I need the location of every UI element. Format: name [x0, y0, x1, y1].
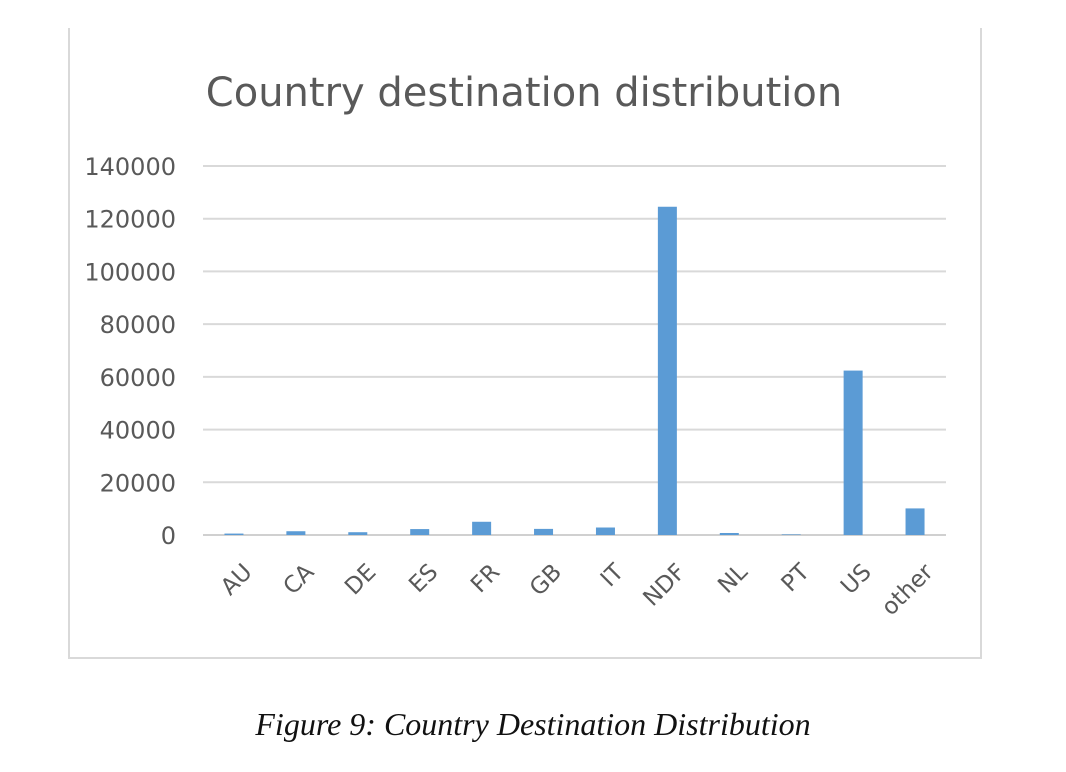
bar-it	[595, 527, 615, 535]
x-tick-label: NDF	[638, 559, 690, 611]
y-axis-tick-labels: 0 20000 40000 60000 80000 100000 120000 140000	[84, 153, 176, 550]
y-tick-label: 100000	[84, 258, 176, 286]
figure-caption: Figure 9: Country Destination Distributi…	[255, 706, 811, 742]
y-tick-label: 60000	[100, 364, 176, 392]
x-tick-label: DE	[340, 559, 381, 600]
x-tick-label: FR	[466, 559, 505, 598]
x-tick-label: ES	[404, 559, 443, 598]
y-tick-label: 80000	[100, 311, 176, 339]
bar-nl	[719, 532, 739, 535]
x-tick-label: IT	[596, 559, 630, 593]
x-tick-label: US	[836, 559, 877, 600]
x-axis-tick-labels: AU CA DE ES FR GB IT NDF NL PT US other	[216, 559, 939, 621]
gridlines	[203, 165, 946, 536]
bar-de	[348, 532, 368, 535]
bar-us	[843, 370, 863, 535]
chart-title: Country destination distribution	[206, 70, 842, 116]
y-tick-label: 140000	[84, 153, 176, 181]
x-tick-label: GB	[525, 559, 567, 601]
bar-chart: Country destination distribution 0 20000 4…	[84, 70, 946, 621]
x-tick-label: PT	[777, 559, 816, 598]
bar-ndf	[657, 206, 677, 535]
x-tick-label: other	[877, 559, 939, 621]
y-tick-label: 40000	[100, 417, 176, 445]
bar-other	[905, 508, 925, 535]
bar-pt	[781, 534, 801, 535]
y-tick-label: 0	[161, 522, 176, 550]
bars	[224, 206, 925, 535]
y-tick-label: 120000	[84, 206, 176, 234]
bar-fr	[472, 521, 492, 535]
x-tick-label: AU	[216, 559, 257, 600]
bar-ca	[286, 531, 306, 535]
bar-es	[410, 529, 430, 535]
x-tick-label: NL	[713, 559, 753, 599]
x-tick-label: CA	[279, 559, 320, 600]
y-tick-label: 20000	[100, 469, 176, 497]
chart-frame	[68, 28, 982, 659]
bar-au	[224, 533, 244, 535]
bar-gb	[534, 528, 554, 535]
